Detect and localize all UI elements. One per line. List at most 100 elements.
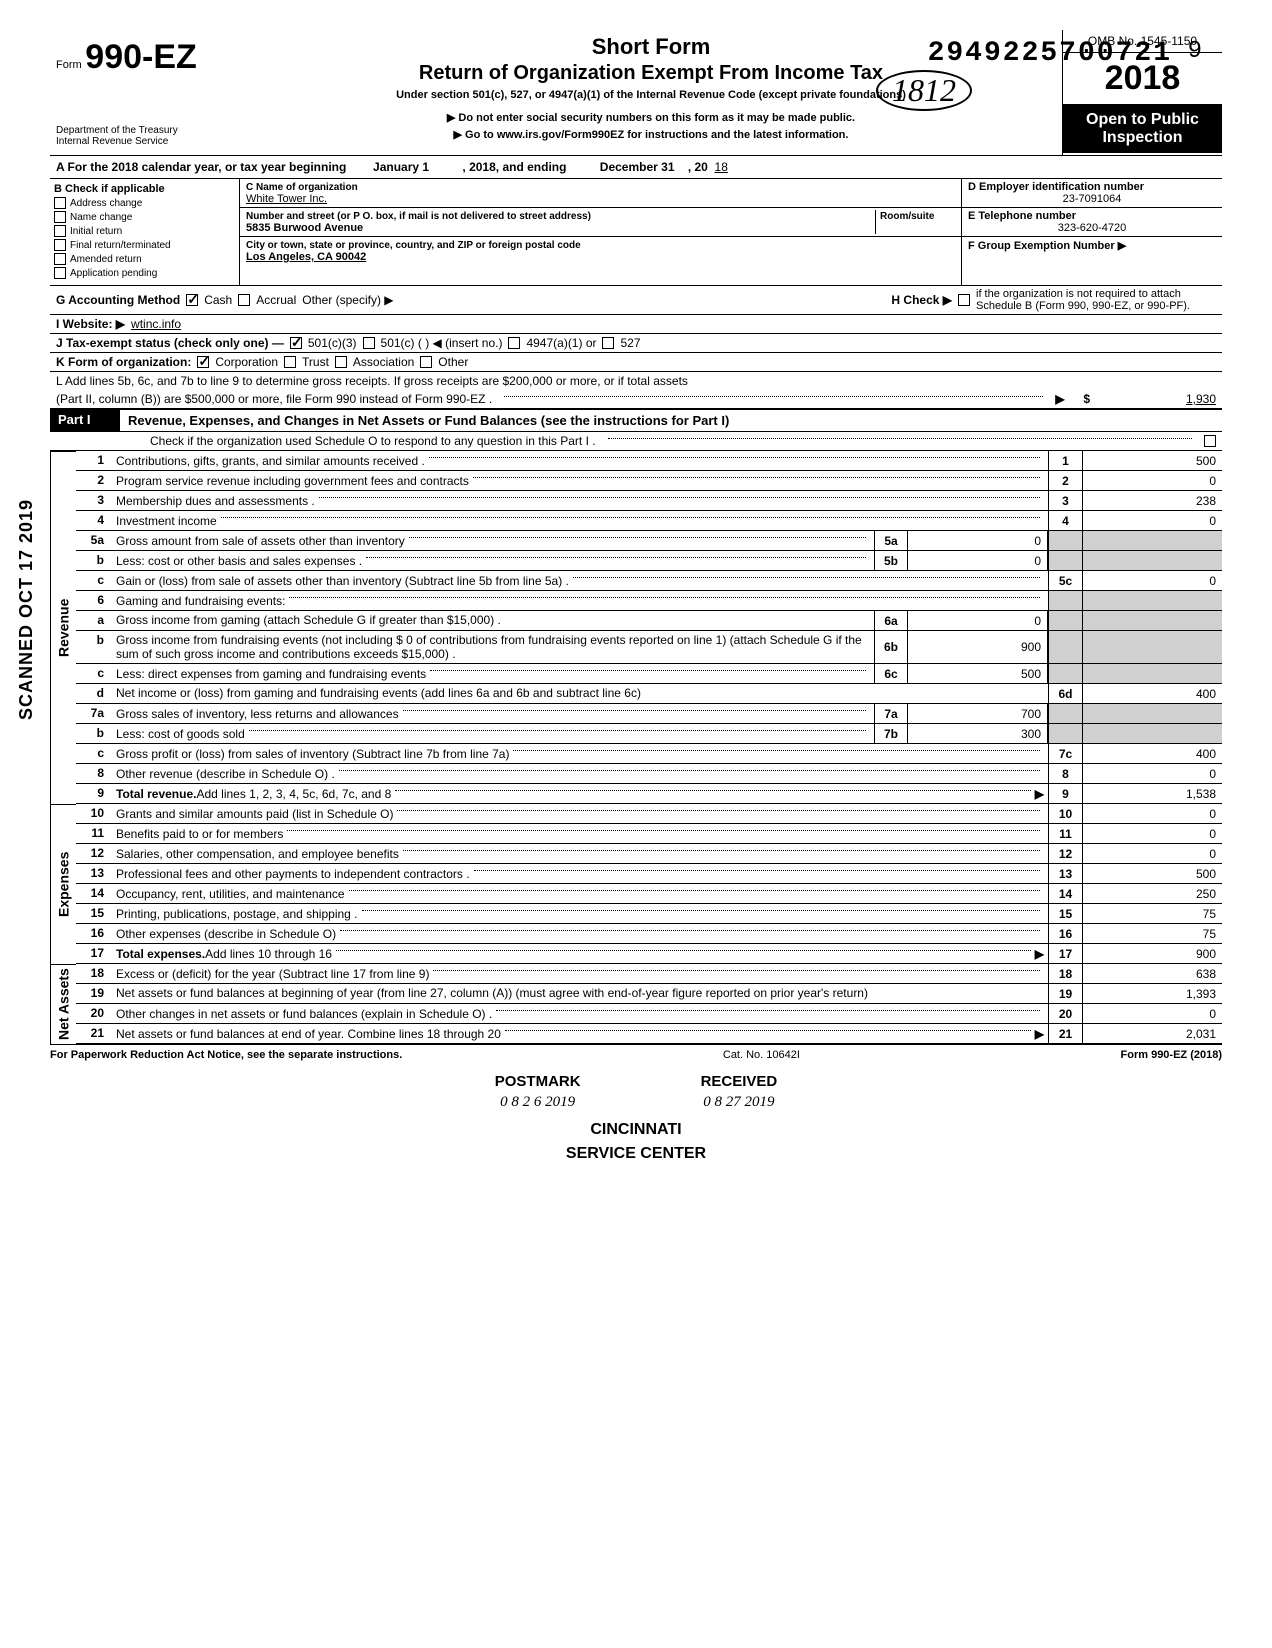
- chk-cash[interactable]: [186, 294, 198, 306]
- chk-corp[interactable]: [197, 356, 209, 368]
- i-label: I Website: ▶: [56, 317, 125, 331]
- right-line-val: 1,538: [1082, 784, 1222, 803]
- opt-527: 527: [620, 336, 640, 350]
- chk-sched-b[interactable]: [958, 294, 970, 306]
- line-number: 20: [76, 1004, 112, 1023]
- chk-4947[interactable]: [508, 337, 520, 349]
- lbl-initial-return: Initial return: [70, 226, 122, 237]
- mid-line-val: 300: [908, 724, 1048, 743]
- chk-final-return[interactable]: [54, 239, 66, 251]
- postmark-date: 0 8 2 6 2019: [495, 1094, 581, 1111]
- right-line-val: 0: [1082, 511, 1222, 530]
- footer-right: Form 990-EZ (2018): [1121, 1049, 1222, 1061]
- chk-501c[interactable]: [363, 337, 375, 349]
- line-desc: Contributions, gifts, grants, and simila…: [112, 451, 1048, 470]
- room-label: Room/suite: [880, 211, 934, 222]
- lbl-final-return: Final return/terminated: [70, 240, 171, 251]
- right-line-num: 20: [1048, 1004, 1082, 1023]
- opt-other-org: Other: [438, 355, 468, 369]
- ein-label: D Employer identification number: [968, 181, 1144, 193]
- line-desc: Net assets or fund balances at end of ye…: [112, 1024, 1048, 1043]
- line-number: 10: [76, 804, 112, 823]
- form-prefix: Form: [56, 59, 82, 71]
- line-number: 18: [76, 964, 112, 983]
- right-line-val: [1082, 724, 1222, 743]
- addr-label: Number and street (or P O. box, if mail …: [246, 211, 591, 222]
- line-desc: Gross profit or (loss) from sales of inv…: [112, 744, 1048, 763]
- line-number: a: [76, 611, 112, 630]
- page-footer: For Paperwork Reduction Act Notice, see …: [50, 1044, 1222, 1065]
- chk-trust[interactable]: [284, 356, 296, 368]
- website-value: wtinc.info: [131, 317, 181, 331]
- chk-sched-o[interactable]: [1204, 435, 1216, 447]
- line-desc: Other revenue (describe in Schedule O) .: [112, 764, 1048, 783]
- lbl-address-change: Address change: [70, 198, 142, 209]
- right-line-val: 0: [1082, 1004, 1222, 1023]
- chk-address-change[interactable]: [54, 197, 66, 209]
- line-desc: Net income or (loss) from gaming and fun…: [112, 684, 1048, 703]
- right-line-num: 1: [1048, 451, 1082, 470]
- line-desc: Occupancy, rent, utilities, and maintena…: [112, 884, 1048, 903]
- line-desc: Grants and similar amounts paid (list in…: [112, 804, 1048, 823]
- mid-line-num: 6b: [874, 631, 908, 663]
- right-line-val: 0: [1082, 824, 1222, 843]
- chk-527[interactable]: [602, 337, 614, 349]
- right-line-val: [1082, 551, 1222, 570]
- open-public: Open to Public Inspection: [1063, 105, 1222, 153]
- right-line-num: 11: [1048, 824, 1082, 843]
- chk-amended[interactable]: [54, 253, 66, 265]
- opt-accrual: Accrual: [256, 293, 296, 307]
- part1-label: Part I: [50, 409, 120, 432]
- lbl-app-pending: Application pending: [70, 268, 157, 279]
- opt-cash: Cash: [204, 293, 232, 307]
- col-b: B Check if applicable Address change Nam…: [50, 179, 240, 285]
- tel-value: 323-620-4720: [968, 222, 1216, 234]
- right-line-num: [1048, 551, 1082, 570]
- chk-app-pending[interactable]: [54, 267, 66, 279]
- line-number: 16: [76, 924, 112, 943]
- right-line-num: [1048, 591, 1082, 610]
- line-desc: Excess or (deficit) for the year (Subtra…: [112, 964, 1048, 983]
- right-line-num: 15: [1048, 904, 1082, 923]
- handwritten-circle: 1812: [876, 70, 972, 111]
- mid-line-num: 6c: [874, 664, 908, 683]
- l-arrow: ▶: [1055, 392, 1064, 406]
- line-number: 14: [76, 884, 112, 903]
- right-line-val: 250: [1082, 884, 1222, 903]
- right-line-val: 75: [1082, 904, 1222, 923]
- opt-4947: 4947(a)(1) or: [526, 336, 596, 350]
- line-number: 6: [76, 591, 112, 610]
- line-number: b: [76, 631, 112, 663]
- line-number: 7a: [76, 704, 112, 723]
- ssn-warning: ▶ Do not enter social security numbers o…: [250, 111, 1052, 124]
- h-tail: if the organization is not required to a…: [976, 288, 1216, 312]
- footer-left: For Paperwork Reduction Act Notice, see …: [50, 1049, 402, 1061]
- netassets-section: Net Assets 18Excess or (deficit) for the…: [50, 964, 1222, 1044]
- period-begin: January 1: [373, 160, 429, 174]
- period-row: A For the 2018 calendar year, or tax yea…: [50, 156, 1222, 179]
- chk-initial-return[interactable]: [54, 225, 66, 237]
- right-line-val: 400: [1082, 684, 1222, 703]
- line-desc: Less: direct expenses from gaming and fu…: [112, 664, 874, 683]
- right-line-num: 4: [1048, 511, 1082, 530]
- mid-line-num: 5a: [874, 531, 908, 550]
- chk-assoc[interactable]: [335, 356, 347, 368]
- chk-accrual[interactable]: [238, 294, 250, 306]
- right-line-num: 19: [1048, 984, 1082, 1003]
- col-b-heading: B Check if applicable: [54, 183, 235, 195]
- line-l-2: (Part II, column (B)) are $500,000 or mo…: [50, 390, 1222, 409]
- chk-501c3[interactable]: [290, 337, 302, 349]
- line-i: I Website: ▶ wtinc.info: [50, 315, 1222, 333]
- line-desc: Gross income from gaming (attach Schedul…: [112, 611, 874, 630]
- right-line-val: [1082, 591, 1222, 610]
- right-line-num: 5c: [1048, 571, 1082, 590]
- chk-name-change[interactable]: [54, 211, 66, 223]
- period-end: December 31: [600, 160, 675, 174]
- right-line-val: 0: [1082, 471, 1222, 490]
- chk-other-org[interactable]: [420, 356, 432, 368]
- l-value: 1,930: [1096, 392, 1216, 406]
- period-tail: , 20: [688, 160, 708, 174]
- tel-label: E Telephone number: [968, 210, 1076, 222]
- l-text2: (Part II, column (B)) are $500,000 or mo…: [56, 392, 492, 406]
- name-label: C Name of organization: [246, 182, 358, 193]
